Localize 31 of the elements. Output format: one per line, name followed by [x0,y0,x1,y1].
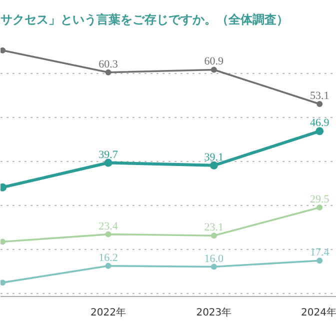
x-tick-label: 2024年 [301,306,336,318]
data-label: 23.4 [98,220,118,232]
point [316,127,324,136]
x-tick-label: 2022年 [90,306,126,318]
point [105,262,112,269]
point [210,161,218,170]
point [104,158,112,167]
data-label: 23.1 [204,222,224,234]
point [0,47,6,54]
point [210,232,217,239]
data-label: 16.0 [204,252,224,265]
point [316,100,323,107]
data-label: 29.5 [310,194,330,206]
point [210,66,217,73]
point [316,204,323,211]
point [105,231,112,238]
point [0,280,6,286]
data-label: 46.9 [310,117,330,130]
point [210,264,217,270]
data-label: 39.1 [204,151,224,164]
point [0,238,6,245]
x-tick-label: 2023年 [196,306,232,318]
data-label: 16.2 [98,252,118,264]
data-label: 17.4 [310,246,330,259]
point [105,69,112,76]
chart-title: サクセス」という言葉をご存じですか。（全体調査） [0,12,288,26]
data-label: 39.7 [98,148,118,161]
point [316,258,323,264]
data-label: 60.3 [98,58,118,70]
data-label: 53.1 [310,90,330,102]
data-label: 60.9 [204,56,224,68]
